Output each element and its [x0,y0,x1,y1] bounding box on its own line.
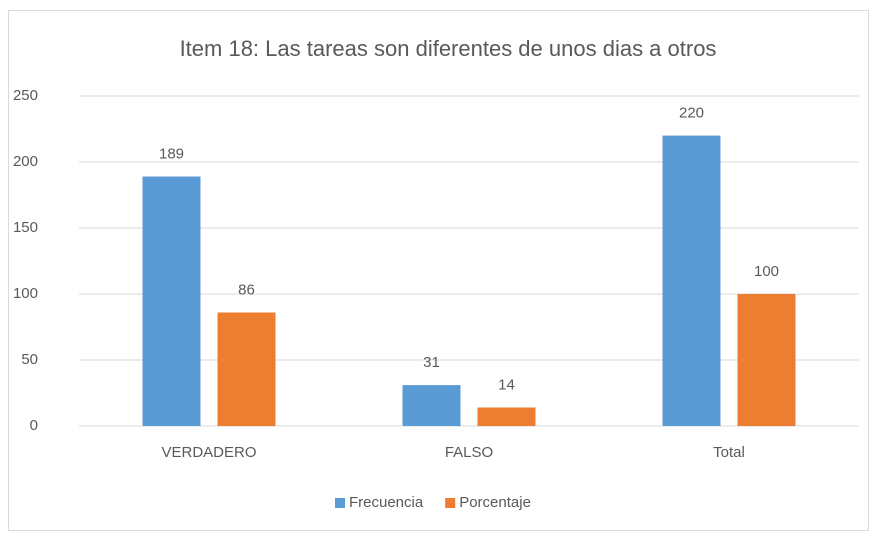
data-label: 86 [238,281,255,298]
bar [662,135,721,426]
y-tick-label: 100 [13,285,38,302]
y-tick-label: 0 [30,417,38,434]
data-label: 100 [754,263,779,280]
y-tick-label: 200 [13,153,38,170]
x-tick-label: FALSO [445,444,493,461]
data-label: 14 [498,376,515,393]
y-tick-label: 50 [21,351,38,368]
bar [477,407,536,426]
data-label: 189 [159,145,184,162]
bar [142,176,201,426]
chart-title: Item 18: Las tareas son diferentes de un… [180,36,717,61]
bar [217,312,276,426]
y-tick-label: 150 [13,219,38,236]
legend-label: Porcentaje [459,494,531,511]
x-tick-label: Total [713,444,745,461]
x-tick-label: VERDADERO [161,444,256,461]
y-tick-label: 250 [13,87,38,104]
legend-swatch [445,498,456,508]
data-label: 220 [679,105,704,122]
bar [402,385,461,426]
legend-swatch [335,498,345,508]
bar [737,294,796,426]
data-label: 31 [423,354,440,371]
legend-label: Frecuencia [349,494,424,511]
